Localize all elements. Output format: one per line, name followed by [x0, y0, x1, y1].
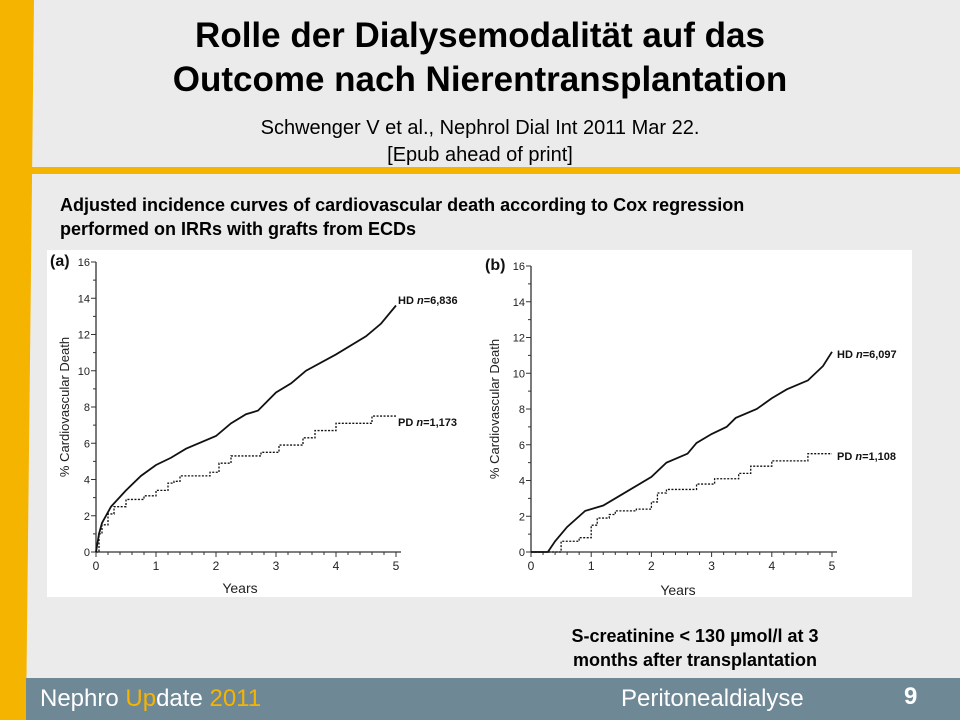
y-tick-label: 14 — [513, 297, 525, 309]
slide-title: Rolle der Dialysemodalität auf das Outco… — [40, 14, 920, 102]
x-axis-label: Years — [660, 582, 695, 597]
caption-line-2: performed on IRRs with grafts from ECDs — [60, 219, 417, 239]
y-tick-label: 16 — [78, 257, 90, 269]
x-tick-label: 4 — [333, 559, 340, 573]
series-n-value: =1,173 — [423, 417, 457, 429]
y-tick-label: 8 — [519, 404, 525, 416]
series-line-pd — [96, 415, 396, 553]
series-line-hd — [531, 351, 833, 553]
series-n-symbol: n — [416, 417, 423, 429]
series-n-value: =6,097 — [863, 349, 897, 361]
footer-brand: Nephro Update 2011 — [40, 685, 261, 713]
panel-label: (b) — [485, 257, 505, 274]
citation: Schwenger V et al., Nephrol Dial Int 201… — [40, 115, 920, 169]
brand-part-accent: Up — [125, 685, 157, 712]
x-tick-label: 5 — [393, 559, 400, 573]
x-tick-label: 1 — [588, 559, 595, 573]
brand-part: Nephro — [40, 685, 126, 712]
citation-line-1: Schwenger V et al., Nephrol Dial Int 201… — [260, 117, 700, 139]
series-n-symbol: n — [855, 451, 862, 463]
series-n-value: =6,836 — [424, 295, 458, 307]
series-name: PD — [398, 417, 416, 429]
y-tick-label: 16 — [513, 261, 525, 273]
citation-line-2: [Epub ahead of print] — [387, 144, 573, 166]
x-tick-label: 0 — [93, 559, 100, 573]
title-line-1: Rolle der Dialysemodalität auf das — [195, 16, 765, 55]
y-tick-label: 8 — [84, 402, 90, 414]
footnote: S-creatinine < 130 µmol/l at 3 months af… — [520, 624, 870, 672]
figure-caption: Adjusted incidence curves of cardiovascu… — [60, 193, 910, 241]
y-tick-label: 12 — [78, 330, 90, 342]
y-tick-label: 4 — [519, 476, 525, 488]
footer-topic: Peritonealdialyse — [621, 685, 804, 712]
x-tick-label: 5 — [829, 559, 836, 573]
title-divider — [26, 167, 960, 174]
y-tick-label: 0 — [84, 547, 90, 559]
x-tick-label: 1 — [153, 559, 160, 573]
y-tick-label: 12 — [513, 333, 525, 345]
caption-line-1: Adjusted incidence curves of cardiovascu… — [60, 195, 745, 215]
series-name: PD — [837, 451, 855, 463]
title-line-2: Outcome nach Nierentransplantation — [172, 60, 788, 99]
figure-panel: 0 2 4 6 8 10 12 14 16 0 1 2 3 4 5% Cardiovascular Deat… — [47, 250, 912, 598]
y-tick-label: 6 — [84, 438, 90, 450]
y-tick-label: 6 — [519, 440, 525, 452]
x-tick-label: 4 — [768, 559, 775, 573]
footnote-line-1: S-creatinine < 130 µmol/l at 3 — [571, 626, 819, 646]
footnote-line-2: months after transplantation — [572, 650, 818, 670]
series-label-hd: HD n=6,836 — [398, 295, 458, 307]
x-tick-label: 0 — [528, 559, 535, 573]
page-number: 9 — [904, 683, 918, 710]
series-n-value: =1,108 — [862, 451, 896, 463]
panel-label: (a) — [50, 253, 70, 270]
series-label-pd: PD n=1,108 — [837, 451, 896, 463]
x-axis-label: Years — [222, 580, 257, 596]
series-n-symbol: n — [856, 349, 863, 361]
series-line-pd — [531, 453, 832, 553]
left-accent-bar — [0, 0, 34, 720]
x-tick-label: 3 — [273, 559, 280, 573]
brand-part: date — [156, 685, 210, 712]
y-tick-label: 10 — [78, 366, 90, 378]
y-tick-label: 2 — [84, 511, 90, 523]
y-tick-label: 2 — [519, 511, 525, 523]
series-line-hd — [95, 304, 397, 553]
y-axis-label: % Cardiovascular Death — [57, 337, 72, 477]
y-tick-label: 4 — [84, 475, 90, 487]
series-label-pd: PD n=1,173 — [398, 417, 457, 429]
x-tick-label: 3 — [708, 559, 715, 573]
footer-bar: Nephro Update 2011 Peritonealdialyse 9 — [26, 678, 960, 720]
series-name: HD — [398, 295, 417, 307]
x-tick-label: 2 — [213, 559, 220, 573]
x-tick-label: 2 — [648, 559, 655, 573]
y-axis-label: % Cardiovascular Death — [487, 339, 502, 479]
series-label-hd: HD n=6,097 — [837, 349, 897, 361]
series-n-symbol: n — [417, 295, 424, 307]
brand-year: 2011 — [209, 685, 262, 712]
y-tick-label: 0 — [519, 547, 525, 559]
y-tick-label: 10 — [513, 368, 525, 380]
series-name: HD — [837, 349, 856, 361]
y-tick-label: 14 — [78, 293, 90, 305]
